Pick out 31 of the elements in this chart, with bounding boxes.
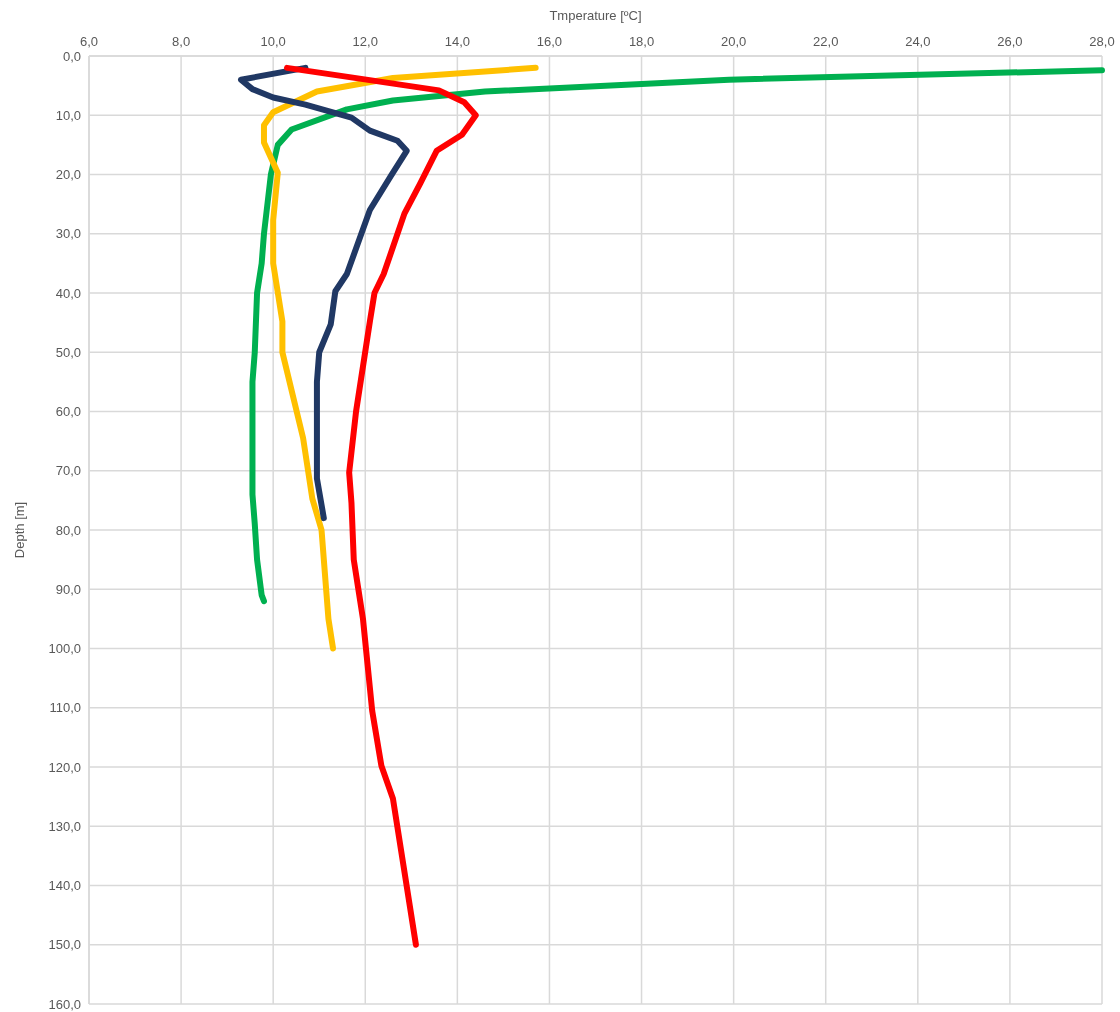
x-tick-label: 14,0 [444,34,471,49]
y-tick-label: 50,0 [55,344,81,360]
x-tick-label: 8,0 [172,34,191,49]
x-tick-label: 18,0 [628,34,655,49]
y-tick-label: 90,0 [55,581,81,597]
x-tick-label: 12,0 [352,34,378,49]
y-axis-title: Depth [m] [12,501,27,559]
y-tick-label: 40,0 [55,285,81,301]
y-tick-label: 160,0 [48,996,81,1012]
x-tick-label: 24,0 [905,34,931,49]
x-tick-label: 26,0 [997,34,1023,49]
y-tick-label: 140,0 [48,878,81,894]
y-tick-label: 110,0 [49,700,81,716]
x-tick-label: 10,0 [260,34,286,49]
y-tick-label: 150,0 [48,937,81,953]
y-tick-label: 80,0 [55,522,81,538]
y-tick-label: 30,0 [55,226,81,242]
y-tick-label: 10,0 [55,107,81,123]
y-tick-label: 100,0 [48,641,81,657]
y-tick-label: 60,0 [55,404,81,420]
y-tick-label: 130,0 [48,818,81,834]
x-axis-title: Tmperature [ºC] [549,8,642,23]
y-tick-label: 70,0 [55,463,81,479]
y-tick-label: 20,0 [55,167,81,183]
x-tick-label: 20,0 [720,34,747,49]
x-tick-label: 6,0 [79,34,99,49]
y-tick-label: 120,0 [48,759,81,775]
x-tick-label: 22,0 [813,34,839,49]
x-tick-label: 28,0 [1089,34,1115,49]
x-tick-label: 16,0 [536,34,563,49]
y-tick-label: 0,0 [62,48,81,64]
